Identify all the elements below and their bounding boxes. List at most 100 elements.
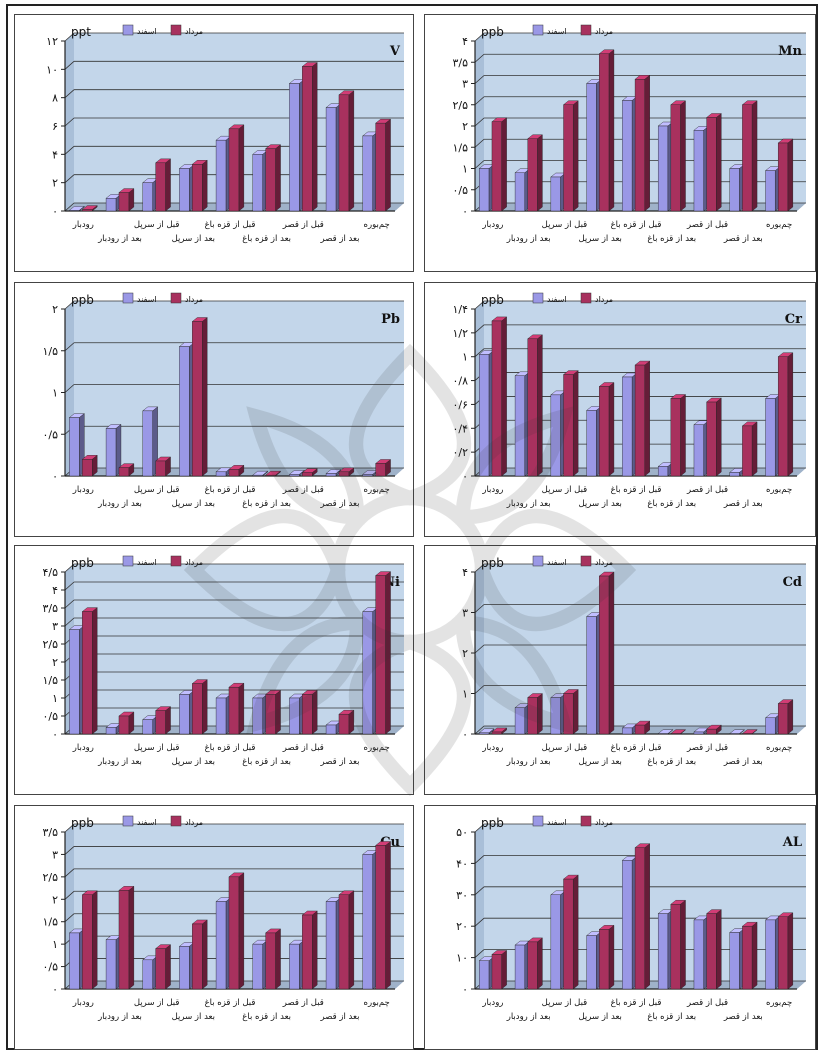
y-tick-label: ۴	[52, 584, 58, 597]
y-tick-label: ۱	[52, 938, 58, 951]
legend-swatch-a	[122, 24, 134, 36]
category-label: چم‌بوره	[766, 998, 792, 1008]
gridline-diag	[474, 855, 485, 864]
gridline-diag	[474, 644, 485, 654]
category-label: بعد از قصر	[723, 234, 763, 244]
bar-v-b-2	[155, 158, 172, 212]
bar-cd-b-8	[777, 699, 794, 735]
legend-label-b: مرداد	[595, 818, 613, 827]
y-tick-label: ۲	[52, 893, 58, 906]
category-label: بعد از قزه باغ	[647, 757, 696, 767]
bar-mn-b-3	[598, 49, 615, 212]
gridline-diag	[64, 846, 75, 855]
category-label: چم‌بوره	[766, 485, 792, 495]
category-label: قبل از قصر	[282, 998, 324, 1008]
gridline-diag	[474, 117, 485, 127]
bar-v-a-0	[68, 205, 85, 212]
bar-cu-b-0	[81, 890, 98, 990]
bar-pb-a-5	[252, 470, 269, 477]
category-label: چم‌بوره	[766, 220, 792, 230]
y-tick-label: ۴	[462, 566, 468, 579]
bar-mn-b-2	[562, 100, 579, 212]
bar-cu-a-8	[362, 850, 379, 990]
category-label: بعد از قصر	[320, 234, 360, 244]
bar-pb-b-7	[338, 467, 355, 477]
bar-pb-b-1	[118, 463, 135, 477]
bar-cd-b-7	[741, 729, 758, 735]
category-label: بعد از قصر	[723, 499, 763, 509]
y-tick-label: ۲/۵	[452, 99, 468, 112]
bar-cu-a-1	[105, 935, 122, 990]
category-label: بعد از سرپل	[579, 499, 622, 509]
bar-ni-b-1	[118, 711, 135, 735]
bar-mn-b-4	[634, 74, 651, 212]
bar-cu-b-4	[228, 872, 245, 990]
legend-swatch-b	[580, 24, 592, 36]
y-tick-label: ۲/۵	[42, 638, 58, 651]
category-label: رودبار	[72, 998, 94, 1008]
gridline-diag	[64, 599, 75, 609]
category-label: بعد از سرپل	[579, 1012, 622, 1022]
legend-swatch-b	[580, 292, 592, 304]
category-label: قبل از قزه باغ	[205, 485, 256, 495]
gridline-diag	[474, 96, 485, 106]
legend-label-a: اسفند	[547, 558, 567, 567]
y-tick-label: ۳	[52, 848, 58, 861]
gridline-diag	[64, 202, 75, 212]
bar-v-b-5	[265, 144, 282, 212]
bar-cu-b-3	[191, 919, 208, 990]
bar-pb-b-2	[155, 456, 172, 477]
gridline-diag	[474, 886, 485, 896]
bar-ni-b-3	[191, 679, 208, 735]
gridline-diag	[474, 949, 485, 958]
bar-cu-a-2	[142, 955, 159, 990]
category-label: قبل از قزه باغ	[205, 743, 256, 753]
category-label: قبل از قزه باغ	[205, 998, 256, 1008]
category-label: قبل از سرپل	[134, 743, 180, 753]
chart-panel-cu: ۰۰/۵۱۱/۵۲۲/۵۳۳/۵ppbCuاسفندمردادرودباربعد…	[14, 805, 414, 1050]
chart-svg: ۰۰/۵۱۱/۵۲۲/۵۳۳/۵ppbCuاسفندمردادرودباربعد…	[42, 815, 404, 1022]
category-label: بعد از رودبار	[97, 234, 142, 244]
category-label: بعد از رودبار	[97, 757, 142, 767]
bar-ni-a-3	[178, 689, 195, 735]
gridline-diag	[474, 348, 485, 358]
y-tick-label: ۱/۵	[42, 674, 58, 687]
bar-al-b-0	[491, 950, 508, 990]
bar-cd-a-0	[478, 728, 495, 735]
gridline-diag	[64, 868, 75, 878]
y-tick-label: ۰/۴	[452, 422, 468, 435]
legend-label-b: مرداد	[185, 818, 203, 827]
y-tick-label: ۳۰	[456, 889, 468, 902]
y-tick-label: ۰/۵	[42, 961, 58, 974]
category-label: قبل از قزه باغ	[611, 743, 662, 753]
category-label: قبل از سرپل	[542, 220, 588, 230]
y-tick-label: ۰	[462, 205, 468, 218]
legend-label-a: اسفند	[547, 818, 567, 827]
category-label: قبل از سرپل	[134, 998, 180, 1008]
y-tick-label: ۰/۲	[452, 446, 468, 459]
category-label: بعد از قزه باغ	[242, 234, 291, 244]
y-tick-label: ۱/۵	[42, 916, 58, 929]
element-label: AL	[782, 835, 802, 850]
category-label: قبل از سرپل	[542, 998, 588, 1008]
y-tick-label: ۲	[52, 303, 58, 316]
bar-pb-a-4	[215, 467, 232, 477]
bar-v-a-1	[105, 193, 122, 212]
legend-label-a: اسفند	[547, 27, 567, 36]
y-tick-label: ۱	[52, 387, 58, 400]
y-tick-label: ۰	[462, 728, 468, 741]
bar-ni-b-7	[338, 709, 355, 735]
y-tick-label: ۰/۸	[452, 375, 468, 388]
y-tick-label: ۳	[462, 607, 468, 620]
bar-mn-b-5	[670, 100, 687, 212]
y-tick-label: ۴	[52, 148, 58, 161]
y-tick-label: ۱	[462, 351, 468, 364]
category-label: بعد از سرپل	[172, 499, 215, 509]
y-tick-label: ۰	[52, 728, 58, 741]
bar-ni-a-2	[142, 715, 159, 735]
category-label: چم‌بوره	[364, 220, 390, 230]
bar-ni-b-5	[265, 689, 282, 735]
